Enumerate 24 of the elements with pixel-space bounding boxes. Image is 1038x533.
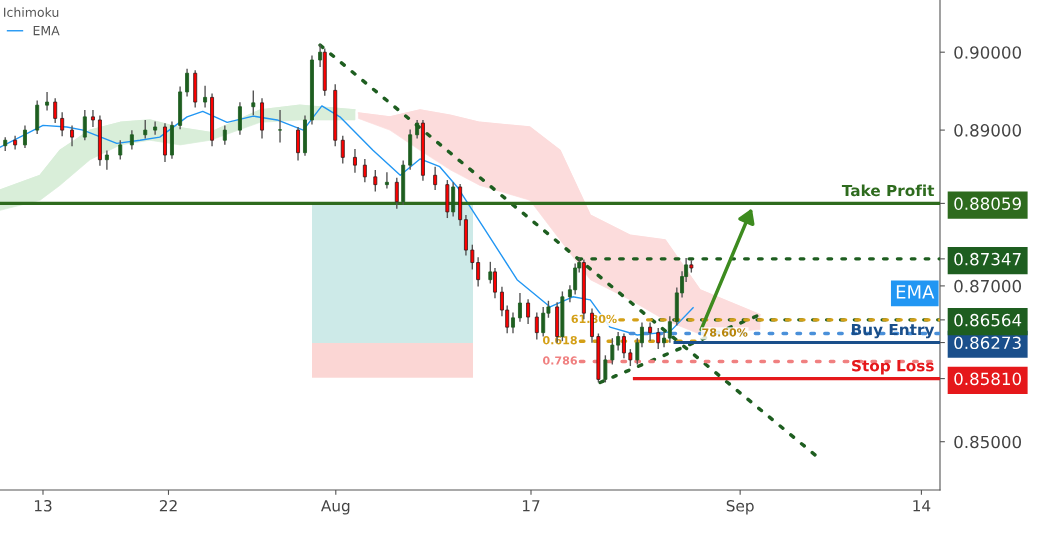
annotation: 0.618: [542, 336, 577, 345]
annotation: Ichimoku: [4, 7, 59, 18]
y-tick-label: 0.88059: [954, 197, 1021, 210]
x-tick-label: 13: [34, 499, 52, 512]
y-tick-label: 0.85810: [954, 372, 1022, 386]
x-tick-label: 22: [159, 499, 177, 512]
y-tick-label: 0.90000: [954, 46, 1022, 59]
y-tick-label: 0.85000: [954, 435, 1022, 449]
x-tick-label: Sep: [726, 499, 754, 515]
series-label: Stop Loss: [852, 359, 934, 375]
y-tick-label: 0.86564: [954, 313, 1022, 327]
x-tick-label: Aug: [321, 500, 350, 515]
annotation: 78.60%: [702, 328, 748, 337]
y-tick-label: 0.86273: [954, 336, 1021, 350]
y-tick-label: 0.89000: [954, 124, 1022, 137]
x-tick-label: 14: [913, 500, 931, 512]
x-tick-label: 17: [522, 500, 540, 512]
legend-label: EMA: [33, 26, 60, 36]
text: EMA: [896, 285, 935, 299]
series-label: Take Profit: [841, 184, 935, 197]
y-tick-label: 0.87000: [954, 279, 1022, 293]
y-tick-label: 0.87347: [954, 252, 1021, 266]
annotation: 0.786: [542, 356, 578, 365]
series-label: Buy Entry: [851, 323, 935, 339]
